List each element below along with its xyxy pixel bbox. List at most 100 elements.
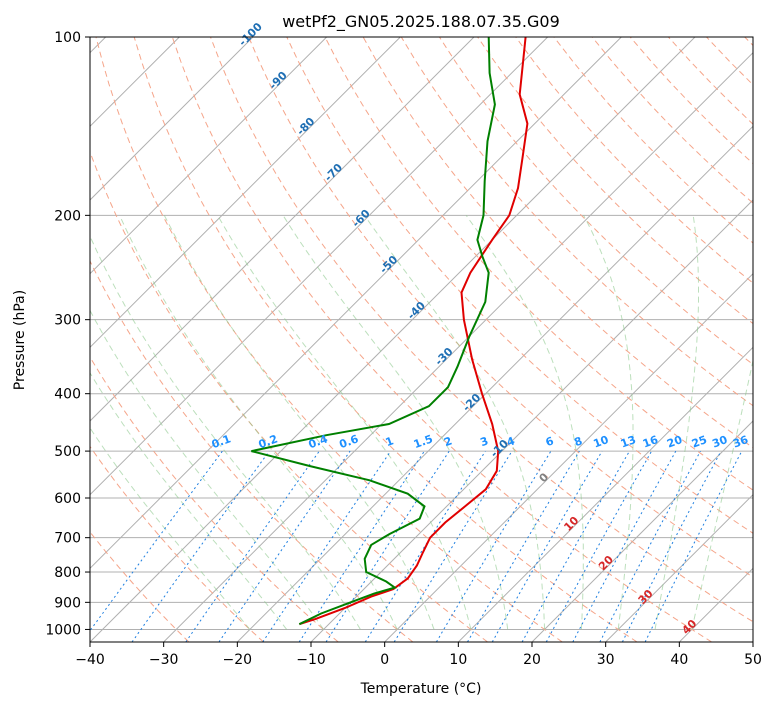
mixing-ratio-label: 20: [665, 433, 684, 451]
mixing-ratio-line: [325, 450, 450, 642]
mixing-ratio-label: 10: [592, 433, 611, 451]
y-tick-label: 900: [54, 595, 81, 611]
x-tick-label: 20: [523, 652, 541, 668]
y-tick-label: 200: [54, 208, 81, 224]
mixing-ratio-line: [644, 450, 743, 642]
y-tick-label: 600: [54, 491, 81, 507]
mixing-ratio-label: 0.4: [307, 432, 330, 451]
mixing-ratio-line: [131, 450, 270, 642]
x-tick-label: 40: [670, 652, 688, 668]
y-axis-label: Pressure (hPa): [12, 290, 28, 390]
mixing-ratio-label: 4: [505, 434, 517, 449]
moist-adiabat-line: [583, 215, 634, 630]
mixing-ratio-label: 1: [384, 434, 396, 449]
moist-adiabat-line: [465, 215, 584, 630]
x-axis: −40 −30 −20 −10 0 10 20 30 40 50: [75, 642, 762, 668]
mixing-ratio-line: [599, 450, 701, 642]
moist-adiabat-line: [90, 309, 325, 630]
dry-adiabat-line: [515, 37, 753, 284]
profile-line: [298, 37, 529, 626]
plot-frame: [89, 36, 754, 643]
mixing-ratio-label: 0.2: [257, 432, 280, 451]
mixing-ratio-label: 16: [641, 433, 660, 451]
y-tick-label: 1000: [45, 622, 81, 638]
mixing-ratio-line: [90, 450, 223, 632]
isotherm-line: [90, 37, 696, 642]
isotherm-line: [531, 420, 753, 642]
mixing-ratio-line: [393, 450, 513, 642]
mixing-ratio-label: 1.5: [412, 432, 435, 451]
x-tick-label: 50: [744, 652, 762, 668]
mixing-ratio-label: 2: [442, 434, 454, 449]
moist-adiabat-line: [90, 427, 251, 630]
mixing-ratio-line: [467, 450, 580, 642]
x-tick-label: 10: [449, 652, 467, 668]
isotherm-line: [605, 493, 753, 642]
isotherm-line: [90, 37, 622, 570]
moist-adiabat-line: [217, 215, 472, 630]
mixing-ratio-label: 3: [478, 434, 490, 449]
y-axis: 100 200 300 400 500 600 700 800 900 1000: [45, 30, 90, 638]
moist-adiabat-line: [364, 215, 546, 630]
y-tick-label: 500: [54, 444, 81, 460]
dry-adiabat-line: [171, 37, 712, 642]
dry-adiabat-line: [248, 37, 753, 578]
mixing-ratio-label: 36: [731, 433, 750, 451]
mixing-ratio-line: [298, 450, 425, 642]
y-tick-label: 400: [54, 387, 81, 403]
dry-adiabat-line: [210, 37, 753, 623]
moist-adiabat-line: [90, 235, 361, 630]
mixing-ratio-line: [491, 450, 603, 642]
profile-line: [251, 37, 496, 626]
isotherm-line: [90, 37, 254, 201]
x-tick-label: −40: [75, 652, 105, 668]
mixing-ratio-line: [364, 450, 486, 642]
moist-adiabat-line: [163, 215, 435, 630]
mixing-ratio-label: 30: [710, 433, 729, 451]
isotherm-line: [163, 51, 753, 642]
mixing-ratio-label: 8: [572, 434, 584, 449]
mixing-ratio-line: [621, 450, 722, 642]
x-tick-label: 30: [597, 652, 615, 668]
x-tick-label: −30: [149, 652, 179, 668]
isotherm-line: [90, 37, 328, 275]
x-axis-label: Temperature (°C): [360, 681, 482, 697]
x-tick-label: 0: [380, 652, 389, 668]
moist-adiabat-line: [654, 215, 699, 630]
isotherm-line: [384, 272, 753, 642]
isotherm-line: [90, 37, 401, 349]
mixing-ratio-label: 0.1: [210, 432, 233, 451]
mixing-ratio-label: 6: [544, 434, 556, 449]
x-tick-label: −20: [223, 652, 253, 668]
isotherm-line: [457, 346, 753, 642]
y-tick-label: 300: [54, 313, 81, 329]
y-tick-label: 700: [54, 531, 81, 547]
mixing-ratio-label: 25: [690, 433, 709, 450]
dry-adiabat-line: [95, 37, 563, 642]
moist-adiabat-line: [691, 358, 753, 630]
mixing-ratio-line: [545, 450, 653, 642]
dry-adiabat-line: [286, 37, 753, 534]
background-lines: [90, 37, 753, 642]
mixing-ratio-line: [572, 450, 677, 642]
y-tick-label: 100: [54, 30, 81, 46]
isotherm-line: [90, 37, 475, 422]
dry-adiabat-line: [90, 259, 414, 642]
moist-adiabat-line: [90, 371, 288, 630]
mixing-ratio-label: 13: [619, 433, 638, 450]
mixing-ratio-line: [521, 450, 630, 642]
isotherm-line: [90, 37, 549, 496]
dry-adiabat-line: [90, 445, 264, 642]
mixing-ratio-line: [435, 450, 552, 642]
dry-adiabat-line: [324, 37, 753, 491]
moist-adiabat-line: [282, 215, 509, 630]
mixing-ratio-line: [185, 450, 320, 642]
chart-title: wetPf2_GN05.2025.188.07.35.G09: [282, 12, 560, 32]
profile-lines: [251, 37, 529, 626]
mixing-ratio-label: 0.6: [338, 432, 361, 451]
isotherm-line: [236, 125, 753, 642]
dry-adiabat-line: [133, 37, 638, 642]
mixing-ratio-labels: 0.1 0.2 0.4 0.6 1 1.5 2 3 4 6 8 10 13 16 20 25 30 36: [210, 432, 750, 451]
